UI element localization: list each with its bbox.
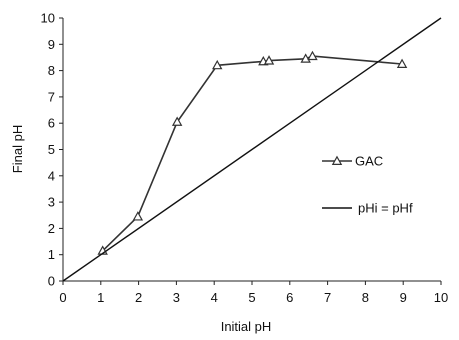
- y-tick-label: 5: [48, 142, 55, 157]
- y-tick-label: 7: [48, 89, 55, 104]
- data-point-gac: [212, 59, 223, 70]
- legend-label-gac: GAC: [355, 154, 383, 169]
- x-tick-label: 9: [400, 290, 407, 305]
- y-tick-label: 8: [48, 63, 55, 78]
- series: [62, 17, 442, 282]
- data-point-gac: [171, 116, 183, 126]
- x-tick-label: 8: [362, 290, 369, 305]
- x-tick-label: 3: [173, 290, 180, 305]
- x-axis-title: Initial pH: [221, 319, 272, 334]
- y-tick-label: 3: [48, 195, 55, 210]
- y-tick-label: 10: [41, 11, 55, 26]
- y-tick-label: 2: [48, 221, 55, 236]
- series-line-phi-equals-phf: [62, 17, 442, 282]
- x-tick-label: 0: [59, 290, 66, 305]
- legend-label-phi-equals-phf: pHi = pHf: [358, 201, 413, 216]
- x-tick-label: 6: [286, 290, 293, 305]
- data-point-gac: [263, 55, 275, 65]
- y-tick-label: 1: [48, 247, 55, 262]
- x-tick-label: 2: [135, 290, 142, 305]
- x-tick-label: 5: [248, 290, 255, 305]
- x-tick-label: 4: [211, 290, 218, 305]
- y-tick-label: 0: [48, 274, 55, 289]
- y-axis-title: Final pH: [10, 125, 25, 173]
- data-point-gac: [300, 53, 311, 63]
- y-tick-label: 6: [48, 116, 55, 131]
- x-tick-label: 7: [324, 290, 331, 305]
- data-point-gac: [396, 58, 408, 68]
- data-point-gac: [307, 50, 318, 61]
- axis-ticks: 0 1 2 3 4 5 6 7 8 9 10 0 1 2 3 4 5 6 7 8 9 10: [41, 11, 449, 306]
- y-tick-label: 9: [48, 37, 55, 52]
- x-tick-label: 10: [434, 290, 448, 305]
- x-tick-label: 1: [97, 290, 104, 305]
- legend: GAC pHi = pHf: [322, 154, 413, 216]
- data-point-gac: [132, 211, 144, 221]
- legend-marker-gac: [331, 155, 343, 165]
- y-tick-label: 4: [48, 168, 55, 183]
